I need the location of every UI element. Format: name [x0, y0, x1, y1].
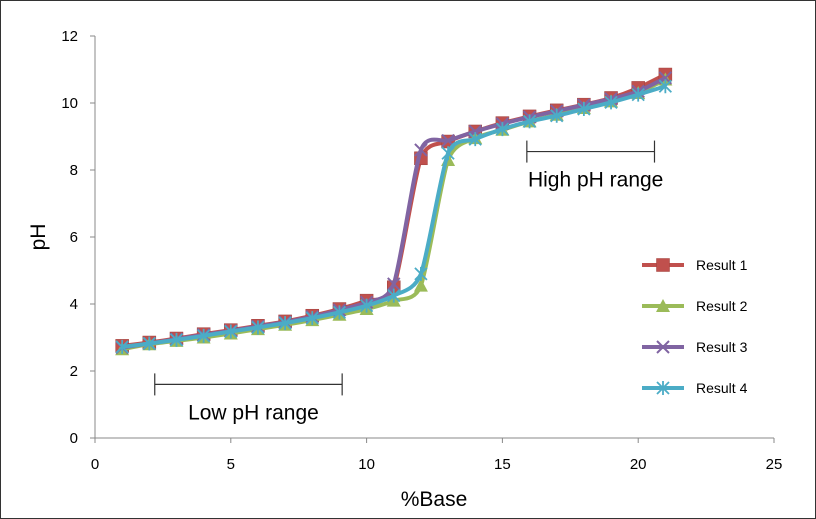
data-point	[197, 328, 211, 343]
legend: Result 1 Result 2 Result 3 Result 4	[642, 257, 748, 396]
data-point	[413, 278, 428, 292]
data-point	[115, 339, 129, 354]
data-point	[359, 298, 374, 313]
legend-item: Result 1	[642, 257, 748, 273]
series-group	[115, 67, 673, 356]
y-tick-label: 10	[61, 95, 78, 112]
series-line	[121, 76, 667, 350]
range-annotation-label: Low pH range	[188, 401, 319, 424]
y-tick-label: 8	[70, 162, 78, 179]
data-point	[251, 320, 265, 335]
range-annotation: Low pH range	[154, 373, 343, 424]
data-point	[142, 336, 156, 351]
legend-item: Result 4	[642, 380, 748, 396]
y-tick-label: 12	[61, 28, 78, 45]
data-point	[305, 311, 319, 326]
data-point	[387, 288, 401, 303]
data-point	[278, 316, 292, 331]
range-annotation: High pH range	[526, 140, 663, 192]
data-point	[658, 79, 672, 94]
legend-marker	[656, 381, 670, 395]
data-point	[468, 132, 482, 147]
x-tick-label: 25	[766, 456, 783, 473]
data-point	[631, 87, 645, 102]
y-axis-title: pH	[27, 224, 50, 251]
x-tick-label: 20	[630, 456, 647, 473]
legend-item: Result 2	[642, 298, 748, 314]
x-axis-title: %Base	[401, 488, 468, 511]
data-point	[224, 324, 238, 339]
y-tick-label: 4	[70, 296, 78, 313]
data-point	[577, 102, 591, 117]
data-point	[414, 266, 428, 281]
y-tick-label: 6	[70, 229, 78, 246]
data-point	[550, 108, 564, 123]
data-point	[332, 305, 347, 320]
legend-label: Result 4	[696, 380, 748, 396]
legend-label: Result 1	[696, 257, 748, 273]
data-point	[522, 114, 537, 129]
range-annotation-label: High pH range	[528, 169, 663, 192]
series-4	[115, 79, 672, 354]
legend-marker	[656, 299, 670, 312]
data-point	[441, 146, 455, 161]
x-tick-label: 5	[227, 456, 235, 473]
y-tick-label: 0	[70, 430, 78, 447]
y-tick-label: 2	[70, 363, 78, 380]
data-point	[387, 277, 401, 291]
x-tick-label: 15	[494, 456, 511, 473]
data-point	[169, 332, 184, 347]
data-point	[414, 143, 428, 157]
legend-item: Result 3	[642, 339, 748, 355]
legend-marker	[656, 340, 670, 354]
legend-label: Result 2	[696, 298, 748, 314]
data-point	[604, 95, 618, 110]
series-line	[121, 77, 667, 352]
axes: 0 2 4 6 8 10 12 0 5 10 15 20 25	[61, 28, 782, 473]
legend-marker	[656, 258, 670, 272]
x-tick-label: 0	[91, 456, 99, 473]
annotations: Low pH range High pH range	[154, 140, 663, 424]
series-line	[121, 84, 666, 349]
data-point	[495, 122, 510, 137]
x-tick-label: 10	[358, 456, 375, 473]
legend-label: Result 3	[696, 339, 748, 355]
